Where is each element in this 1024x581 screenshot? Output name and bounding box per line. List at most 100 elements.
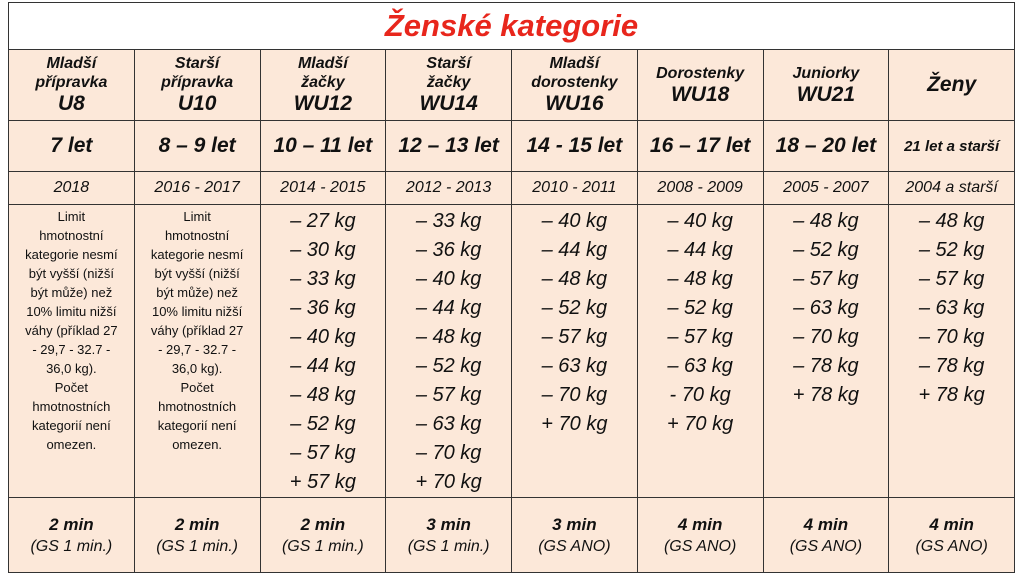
time-cell: 3 min (GS ANO): [511, 497, 638, 573]
weights-cell: – 27 kg – 30 kg – 33 kg – 36 kg – 40 kg – 44 …: [259, 204, 387, 498]
weight-class: – 63 kg: [918, 297, 985, 319]
weight-class: – 30 kg: [290, 239, 356, 261]
weight-class: – 57 kg: [290, 442, 356, 464]
weight-class: + 70 kg: [415, 471, 482, 493]
weight-class: + 70 kg: [667, 413, 734, 435]
years-cell: 2018: [8, 171, 135, 205]
header-line: žačky: [426, 74, 471, 91]
match-time: 2 min: [174, 514, 220, 534]
header-line: Mladší: [46, 55, 97, 72]
time-cell: 4 min (GS ANO): [888, 497, 1015, 573]
weight-class: – 57 kg: [415, 384, 482, 406]
header-row: Mladší přípravka U8 Starší přípravka U10 Mladš…: [8, 49, 1015, 121]
weight-class: – 33 kg: [415, 210, 482, 232]
note-line: Počet: [180, 380, 214, 395]
match-time: 3 min: [426, 514, 471, 534]
match-time: 2 min: [300, 514, 346, 534]
note-line: hmotnostních: [158, 399, 237, 414]
time-cell: 4 min (GS ANO): [762, 497, 890, 573]
categories-table: Ženské kategorie Mladší přípravka U8 Starší…: [8, 2, 1015, 573]
header-line: Mladší: [297, 55, 348, 72]
age-cell: 18 – 20 let: [762, 120, 890, 172]
match-time: 4 min: [677, 514, 723, 534]
weight-class: – 44 kg: [541, 239, 608, 261]
note-line: kategorie nesmí: [25, 247, 118, 262]
weight-class: – 52 kg: [793, 239, 859, 261]
note-line: 10% limitu nižší: [26, 304, 117, 319]
weight-class: – 48 kg: [793, 210, 859, 232]
header-cell: Ženy: [888, 49, 1015, 121]
weight-class: – 40 kg: [290, 326, 356, 348]
note-line: váhy (příklad 27: [150, 323, 244, 338]
years-cell: 2016 - 2017: [133, 171, 261, 205]
time-cell: 2 min (GS 1 min.): [8, 497, 135, 573]
weight-class: – 78 kg: [918, 355, 985, 377]
weights-row: Limit hmotnostní kategorie nesmí být vyšší …: [8, 204, 1015, 498]
note-line: hmotnostní: [164, 228, 230, 243]
golden-score: (GS 1 min.): [156, 537, 239, 555]
header-line: Juniorky: [792, 64, 860, 82]
weight-class: – 48 kg: [667, 268, 733, 290]
weight-class: – 57 kg: [793, 268, 859, 290]
note-line: - 29,7 - 32.7 -: [32, 342, 111, 357]
age-cell: 21 let a starší: [888, 120, 1015, 172]
weight-class: + 57 kg: [289, 471, 356, 493]
header-line: žačky: [301, 74, 345, 91]
header-line: Starší: [174, 55, 220, 72]
header-line: U10: [177, 92, 217, 115]
weight-class: – 52 kg: [918, 239, 985, 261]
header-line: WU14: [419, 92, 478, 115]
header-cell: Mladší žačky WU12: [259, 49, 387, 121]
weight-class: – 63 kg: [667, 355, 733, 377]
years-cell: 2010 - 2011: [511, 171, 638, 205]
time-row: 2 min (GS 1 min.) 2 min (GS 1 min.) 2 min (GS…: [8, 497, 1015, 573]
time-cell: 3 min (GS 1 min.): [385, 497, 512, 573]
header-cell: Starší žačky WU14: [385, 49, 512, 121]
note-line: kategorií není: [31, 418, 111, 433]
match-time: 2 min: [49, 514, 94, 534]
age-cell: 14 - 15 let: [511, 120, 638, 172]
weight-class: – 63 kg: [415, 413, 482, 435]
weight-class: – 27 kg: [290, 210, 356, 232]
golden-score: (GS 1 min.): [281, 537, 364, 555]
weight-class: – 44 kg: [415, 297, 482, 319]
age-cell: 8 – 9 let: [133, 120, 261, 172]
match-time: 4 min: [803, 514, 849, 534]
years-row: 2018 2016 - 2017 2014 - 2015 2012 - 2013 201…: [8, 171, 1015, 205]
header-line: Mladší: [549, 55, 600, 72]
match-time: 3 min: [552, 514, 597, 534]
weight-class: – 36 kg: [415, 239, 482, 261]
note-line: Limit: [57, 209, 86, 224]
years-cell: 2014 - 2015: [259, 171, 387, 205]
weight-class: - 70 kg: [669, 384, 731, 406]
weight-class: – 63 kg: [541, 355, 608, 377]
header-line: WU16: [545, 92, 604, 115]
weight-class: – 48 kg: [541, 268, 608, 290]
note-line: Počet: [54, 380, 88, 395]
golden-score: (GS ANO): [663, 537, 737, 555]
note-line: hmotnostních: [32, 399, 111, 414]
header-line: dorostenky: [531, 74, 618, 91]
weight-class: – 70 kg: [793, 326, 859, 348]
golden-score: (GS ANO): [789, 537, 863, 555]
weights-cell: – 33 kg – 36 kg – 40 kg – 44 kg – 48 kg – 52 …: [385, 204, 512, 498]
weight-class: – 57 kg: [918, 268, 985, 290]
note-line: být může) než: [156, 285, 238, 300]
note-line: hmotnostní: [39, 228, 104, 243]
time-cell: 4 min (GS ANO): [636, 497, 764, 573]
note-line: - 29,7 - 32.7 -: [158, 342, 237, 357]
note-line: být může) než: [30, 285, 113, 300]
header-line: přípravka: [35, 74, 108, 91]
weight-class: – 40 kg: [667, 210, 733, 232]
years-cell: 2004 a starší: [888, 171, 1015, 205]
weights-cell: – 40 kg – 44 kg – 48 kg – 52 kg – 57 kg – 63 …: [636, 204, 764, 498]
golden-score: (GS ANO): [538, 537, 611, 555]
golden-score: (GS 1 min.): [30, 537, 113, 555]
note-line: být vyšší (nižší: [28, 266, 114, 281]
header-cell: Dorostenky WU18: [636, 49, 764, 121]
weight-class: + 78 kg: [792, 384, 859, 406]
weights-cell: Limit hmotnostní kategorie nesmí být vyšší …: [8, 204, 135, 498]
weight-class: – 52 kg: [415, 355, 482, 377]
weight-class: – 78 kg: [793, 355, 859, 377]
note-line: být vyšší (nižší: [154, 266, 240, 281]
